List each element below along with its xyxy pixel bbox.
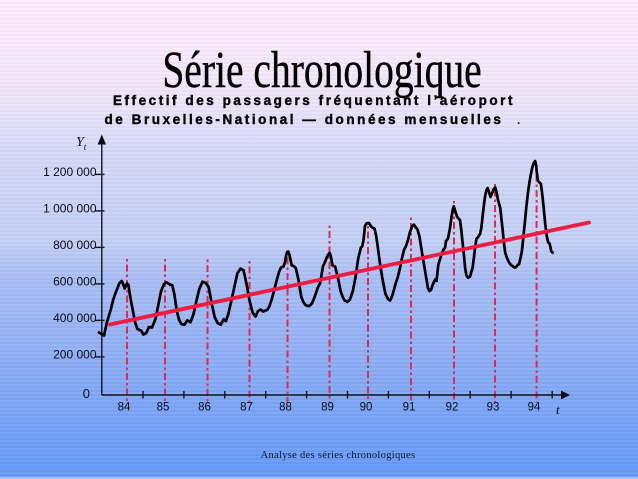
svg-text:600 000: 600 000 — [53, 275, 97, 289]
svg-text:1 200 000: 1 200 000 — [43, 165, 97, 179]
svg-text:84: 84 — [118, 402, 131, 414]
svg-text:1 000 000: 1 000 000 — [43, 202, 97, 216]
svg-text:0: 0 — [83, 386, 90, 401]
svg-text:Yt: Yt — [76, 135, 87, 152]
svg-text:88: 88 — [279, 402, 292, 414]
svg-text:200 000: 200 000 — [53, 348, 97, 362]
svg-text:93: 93 — [487, 402, 500, 414]
svg-text:87: 87 — [240, 402, 253, 414]
svg-text:800 000: 800 000 — [53, 238, 97, 252]
svg-text:400 000: 400 000 — [53, 311, 97, 325]
svg-text:91: 91 — [403, 402, 416, 414]
svg-text:94: 94 — [528, 402, 541, 414]
svg-text:92: 92 — [446, 402, 459, 414]
svg-text:90: 90 — [360, 402, 373, 414]
svg-text:86: 86 — [198, 402, 211, 414]
svg-text:85: 85 — [157, 402, 170, 414]
svg-text:89: 89 — [321, 402, 334, 414]
svg-text:t: t — [556, 402, 560, 417]
